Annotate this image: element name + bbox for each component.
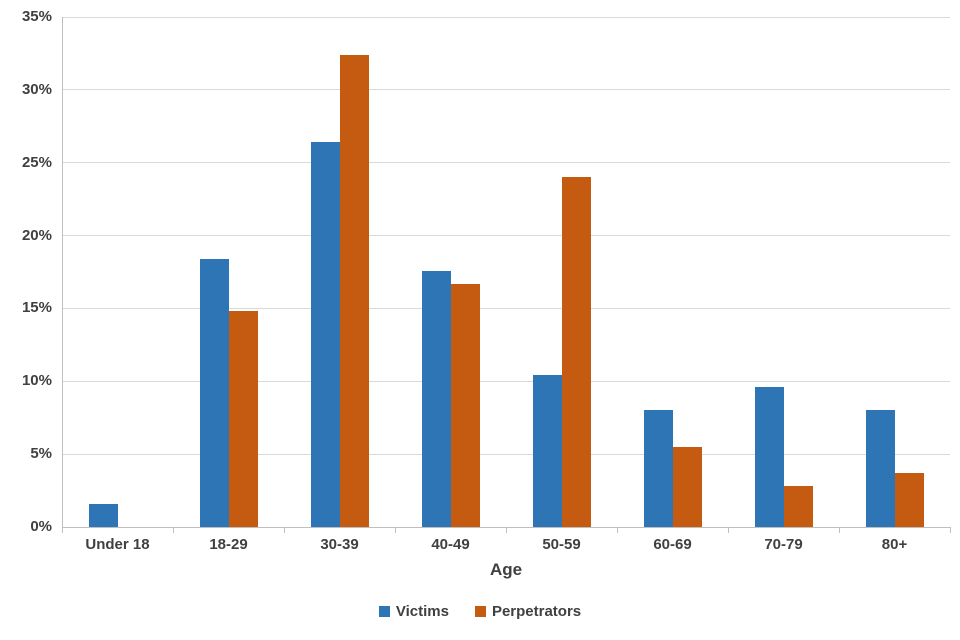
gridline [62,453,950,455]
x-tick-label: Under 18 [85,536,150,553]
x-axis-tick [395,527,396,533]
bar-victims-40-49 [421,270,451,527]
y-tick-label: 30% [21,80,52,98]
x-tick-label: 30-39 [320,536,359,553]
y-tick-label: 35% [21,8,52,25]
bar-perpetrators-70-79 [783,486,813,527]
bar-victims-80+ [865,410,895,527]
y-tick-label: 20% [21,226,52,244]
y-tick-label: 15% [21,299,52,317]
bar-perpetrators-40-49 [450,283,480,527]
x-axis-tick [728,527,729,533]
x-axis-tick [617,527,618,533]
legend-label-victims: Victims [395,603,449,620]
legend-swatch-victims [378,606,390,617]
bar-perpetrators-30-39 [339,54,369,527]
x-tick-label: 50-59 [542,536,581,553]
bar-victims-under-18 [88,503,118,527]
gridline [62,162,950,164]
gridline [62,307,950,309]
x-axis-title: Age [489,560,523,579]
y-tick-label: 5% [30,445,52,463]
gridline [62,235,950,237]
y-tick-label: 0% [30,518,52,535]
legend-label-perpetrators: Perpetrators [491,603,582,620]
x-axis-tick [284,527,285,533]
gridline [62,380,950,382]
gridline [62,89,950,91]
bar-victims-70-79 [754,387,784,527]
x-axis-tick [839,527,840,533]
bar-victims-50-59 [532,375,562,527]
bar-perpetrators-18-29 [228,311,258,527]
x-tick-label: 40-49 [431,536,470,553]
bar-victims-60-69 [643,410,673,527]
x-axis-tick [62,527,63,533]
legend: Victims Perpetrators [0,603,960,620]
legend-item-victims: Victims [378,603,449,620]
x-axis-tick [173,527,174,533]
x-axis-tick [950,527,951,533]
x-axis-tick [506,527,507,533]
bar-perpetrators-80+ [894,473,924,527]
x-tick-label: 80+ [881,536,908,553]
legend-item-perpetrators: Perpetrators [474,603,582,620]
x-tick-label: 18-29 [209,536,248,553]
y-tick-label: 10% [21,372,52,390]
y-tick-label: 25% [21,153,52,171]
bar-victims-30-39 [310,142,340,527]
legend-swatch-perpetrators [474,606,486,617]
bar-perpetrators-60-69 [672,446,702,527]
x-tick-label: 60-69 [653,536,692,553]
y-axis-line [62,17,63,527]
gridline [62,16,950,18]
x-tick-label: 70-79 [764,536,803,553]
bar-perpetrators-50-59 [561,177,591,527]
bar-victims-18-29 [199,258,229,527]
